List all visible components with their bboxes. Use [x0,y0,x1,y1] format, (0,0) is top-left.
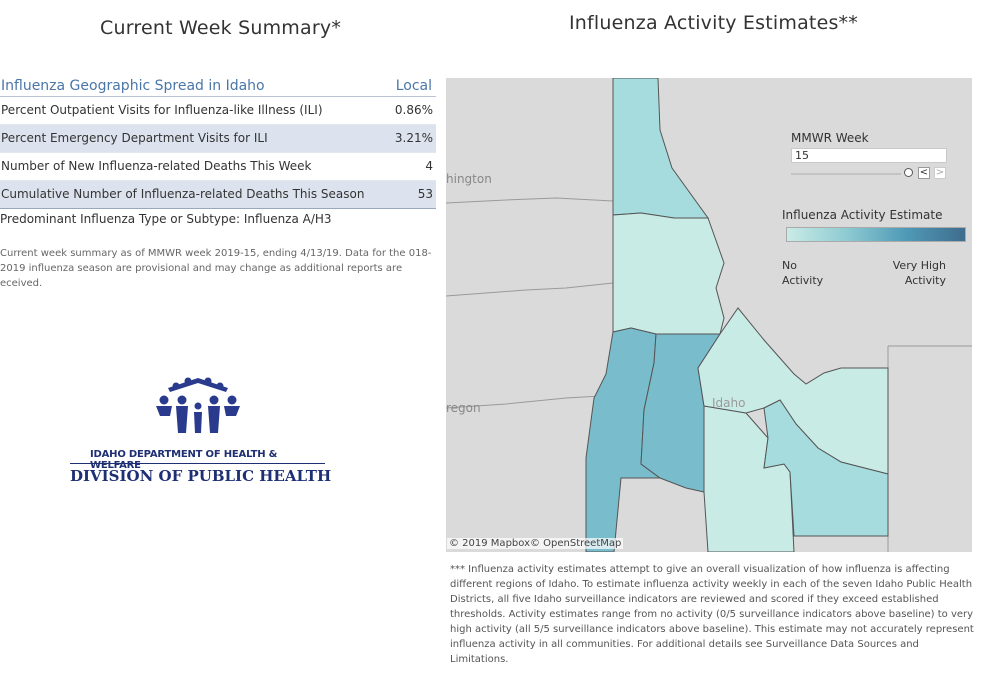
row-label: Percent Emergency Department Visits for … [1,131,268,145]
map-title: Influenza Activity Estimates** [569,12,858,34]
map-svg [446,78,972,552]
table-row[interactable]: Percent Outpatient Visits for Influenza-… [0,97,436,125]
map-label-washington: hington [446,172,492,186]
table-row[interactable]: Number of New Influenza-related Deaths T… [0,153,436,181]
table-header: Influenza Geographic Spread in Idaho Loc… [0,74,436,97]
district-1 [612,78,709,219]
summary-table: Influenza Geographic Spread in Idaho Loc… [0,74,436,209]
dept-name: IDAHO DEPARTMENT OF HEALTH & WELFARE [90,449,278,471]
row-label: Cumulative Number of Influenza-related D… [1,187,365,201]
table-header-title: Influenza Geographic Spread in Idaho [1,78,265,94]
legend-low-label: No Activity [782,259,824,287]
legend-title: Influenza Activity Estimate [782,208,943,222]
district-2 [612,212,725,335]
prev-week-button[interactable]: < [918,167,930,179]
family-logo-icon [156,377,240,433]
summary-note: Current week summary as of MMWR week 201… [0,248,432,289]
week-slider-track[interactable] [791,173,901,175]
division-name: DIVISION OF PUBLIC HEALTH [70,467,332,485]
legend-high-label: Very High Activity [892,259,946,287]
logo-divider [70,463,325,464]
mmwr-week-label: MMWR Week [791,131,869,145]
map-label-idaho: Idaho [712,396,746,410]
table-header-value: Local [395,78,432,94]
row-value: 53 [417,187,433,201]
map-attribution[interactable]: © 2019 Mapbox© OpenStreetMap [447,538,624,549]
predominant-subtype: Predominant Influenza Type or Subtype: I… [0,212,332,226]
summary-title: Current Week Summary* [100,17,342,39]
map-label-oregon: regon [446,401,481,415]
idhw-logo: IDAHO DEPARTMENT OF HEALTH & WELFARE DIV… [68,376,332,486]
table-row[interactable]: Percent Emergency Department Visits for … [0,125,436,153]
next-week-button[interactable]: > [934,167,946,179]
row-value: 0.86% [394,103,433,117]
week-slider-knob[interactable] [904,168,913,177]
table-row[interactable]: Cumulative Number of Influenza-related D… [0,181,436,209]
row-value: 4 [425,159,433,173]
row-value: 3.21% [394,131,433,145]
row-label: Number of New Influenza-related Deaths T… [1,159,312,173]
legend-gradient [786,227,966,242]
row-label: Percent Outpatient Visits for Influenza-… [1,103,323,117]
mmwr-week-input[interactable]: 15 [791,148,947,163]
activity-footnote: *** Influenza activity estimates attempt… [450,564,974,665]
district-6 [763,399,889,537]
